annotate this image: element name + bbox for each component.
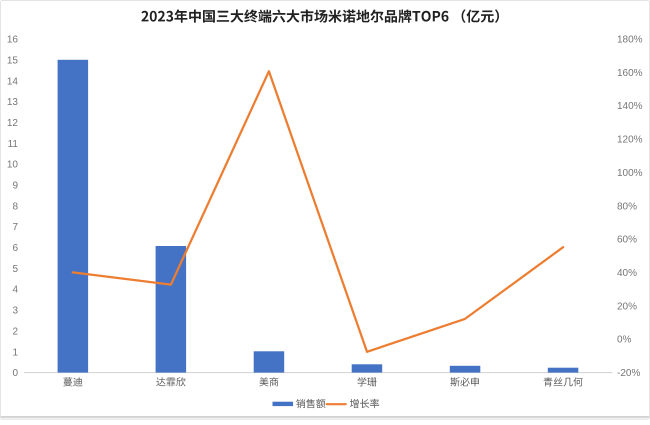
svg-text:120%: 120% [617,135,643,146]
svg-text:6: 6 [12,243,18,254]
svg-text:3: 3 [12,306,18,317]
svg-text:8: 8 [12,201,18,212]
svg-text:60%: 60% [617,235,637,246]
svg-text:160%: 160% [617,68,643,79]
svg-text:16: 16 [7,35,19,46]
svg-text:80%: 80% [617,201,637,212]
svg-text:9: 9 [12,181,18,192]
svg-text:180%: 180% [617,35,643,46]
svg-text:5: 5 [12,264,18,275]
svg-text:40%: 40% [617,268,637,279]
svg-text:100%: 100% [617,168,643,179]
svg-text:4: 4 [12,285,18,296]
svg-text:140%: 140% [617,101,643,112]
svg-text:-20%: -20% [617,368,640,379]
svg-text:12: 12 [7,118,19,129]
svg-text:0: 0 [12,368,18,379]
svg-text:20%: 20% [617,301,637,312]
svg-text:11: 11 [8,139,19,150]
svg-text:14: 14 [7,76,19,87]
svg-text:7: 7 [12,222,18,233]
svg-text:15: 15 [7,56,19,67]
svg-text:13: 13 [7,97,19,108]
svg-text:1: 1 [12,347,18,358]
svg-text:0%: 0% [617,335,632,346]
svg-text:2: 2 [12,326,18,337]
svg-text:10: 10 [7,160,19,171]
